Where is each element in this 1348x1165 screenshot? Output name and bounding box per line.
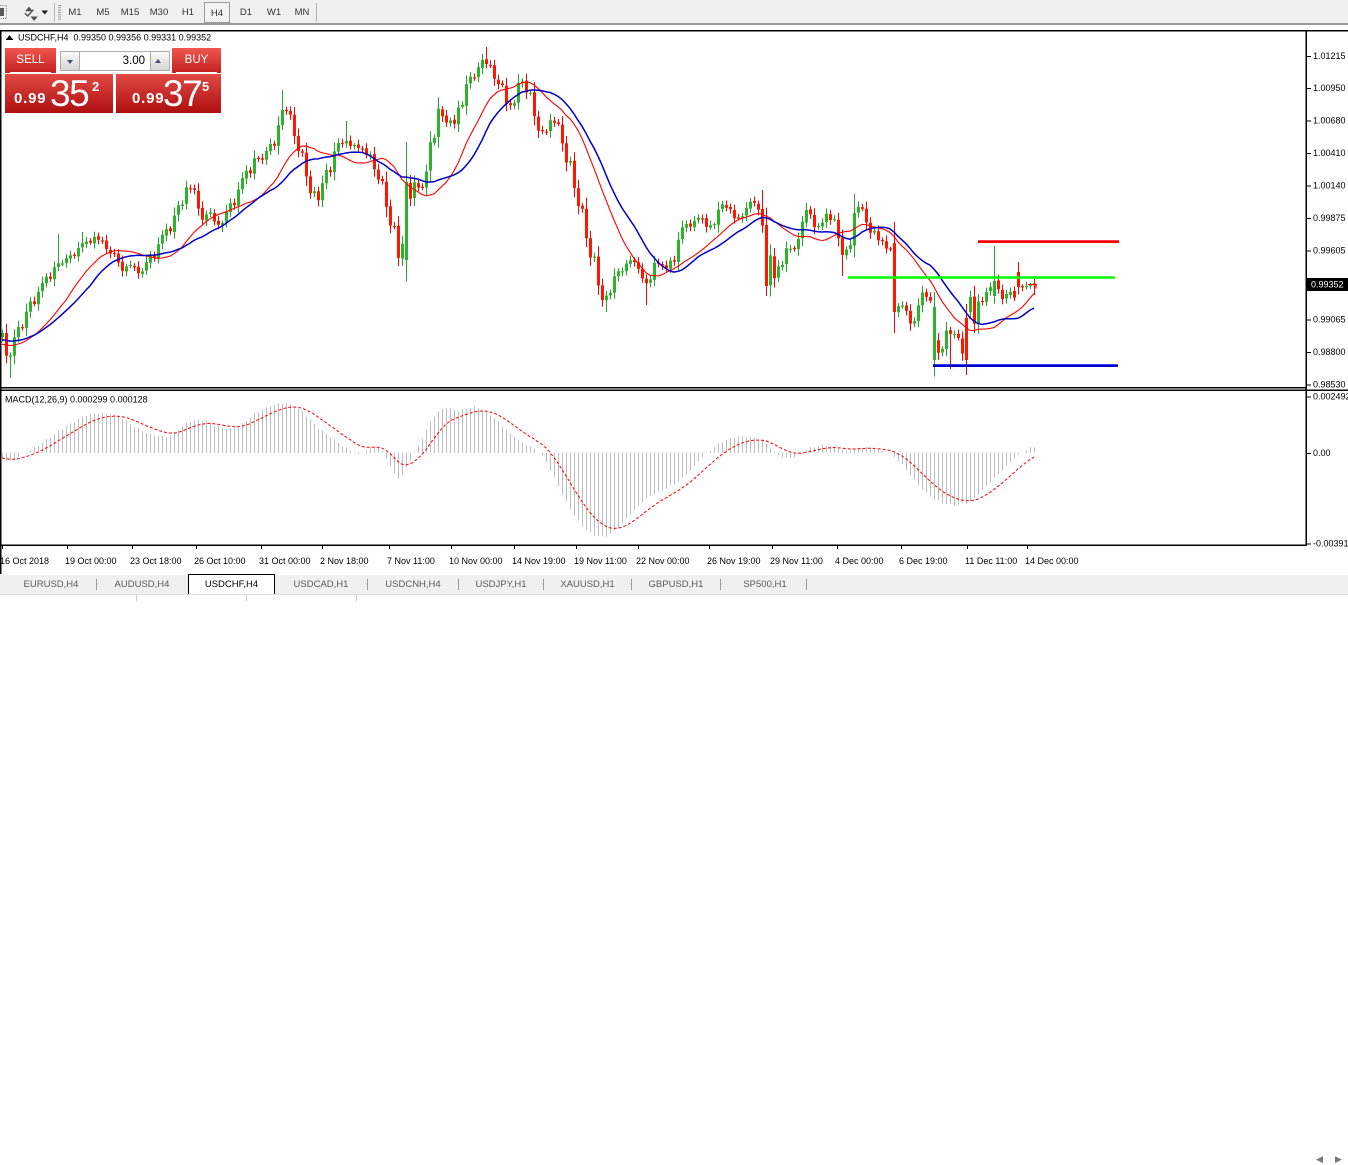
svg-text:29 Nov 11:00: 29 Nov 11:00 — [770, 556, 823, 566]
svg-text:16 Oct 2018: 16 Oct 2018 — [0, 556, 49, 566]
svg-text:10 Nov 00:00: 10 Nov 00:00 — [449, 556, 503, 566]
svg-text:0.99605: 0.99605 — [1313, 246, 1346, 256]
svg-text:0.98530: 0.98530 — [1313, 380, 1346, 390]
svg-text:26 Oct 10:00: 26 Oct 10:00 — [194, 556, 246, 566]
svg-text:2 Nov 18:00: 2 Nov 18:00 — [320, 556, 369, 566]
svg-text:0.00: 0.00 — [1313, 448, 1331, 458]
svg-text:1.00680: 1.00680 — [1313, 116, 1346, 126]
svg-text:USDCHF,H4 0.99350 0.99356 0.9: USDCHF,H4 0.99350 0.99356 0.99331 0.9935… — [18, 33, 211, 43]
svg-text:4 Dec 00:00: 4 Dec 00:00 — [835, 556, 884, 566]
svg-text:11 Dec 11:00: 11 Dec 11:00 — [965, 556, 1017, 566]
svg-text:1.00410: 1.00410 — [1313, 148, 1346, 158]
svg-text:1.00140: 1.00140 — [1313, 181, 1346, 191]
svg-text:31 Oct 00:00: 31 Oct 00:00 — [259, 556, 311, 566]
svg-text:-0.003913: -0.003913 — [1313, 539, 1348, 549]
svg-text:1.00950: 1.00950 — [1313, 83, 1346, 93]
svg-text:0.99065: 0.99065 — [1313, 315, 1346, 325]
svg-text:0.98800: 0.98800 — [1313, 347, 1346, 357]
svg-text:23 Oct 18:00: 23 Oct 18:00 — [130, 556, 182, 566]
svg-text:19 Oct 00:00: 19 Oct 00:00 — [65, 556, 117, 566]
svg-text:0.002492: 0.002492 — [1313, 392, 1348, 402]
svg-text:0.99352: 0.99352 — [1311, 280, 1344, 290]
svg-text:6 Dec 19:00: 6 Dec 19:00 — [899, 556, 948, 566]
svg-text:19 Nov 11:00: 19 Nov 11:00 — [574, 556, 627, 566]
svg-text:26 Nov 19:00: 26 Nov 19:00 — [707, 556, 761, 566]
svg-text:7 Nov 11:00: 7 Nov 11:00 — [387, 556, 435, 566]
svg-text:14 Nov 19:00: 14 Nov 19:00 — [512, 556, 566, 566]
svg-text:MACD(12,26,9) 0.000299 0.00012: MACD(12,26,9) 0.000299 0.000128 — [5, 395, 148, 405]
svg-text:1.01215: 1.01215 — [1313, 51, 1346, 61]
svg-text:14 Dec 00:00: 14 Dec 00:00 — [1025, 556, 1079, 566]
svg-text:0.99875: 0.99875 — [1313, 213, 1346, 223]
svg-text:22 Nov 00:00: 22 Nov 00:00 — [636, 556, 690, 566]
